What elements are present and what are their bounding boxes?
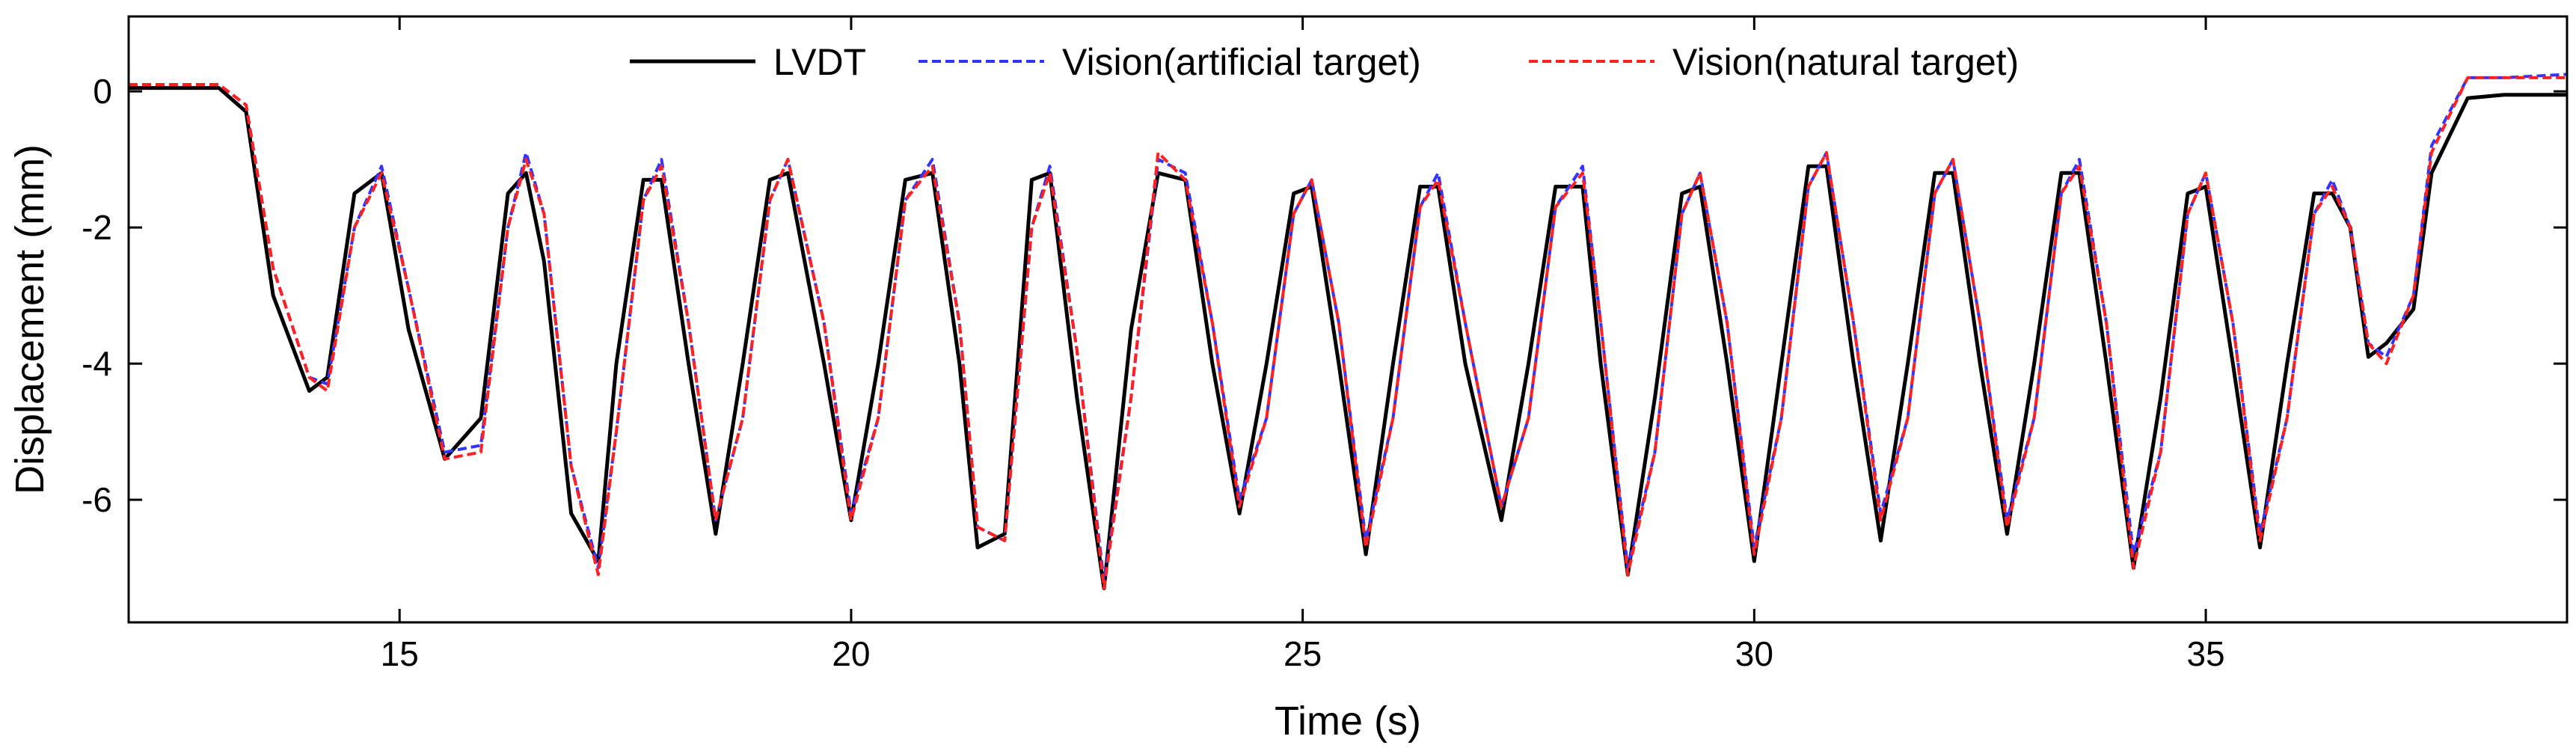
series-line-lvdt [129, 86, 2567, 590]
x-tick-label: 25 [1284, 634, 1322, 673]
series-line-vision-natural [129, 76, 2567, 590]
y-tick-label: -4 [82, 344, 112, 383]
series-layer [129, 73, 2568, 590]
x-axis: 15 20 25 30 35 [381, 16, 2225, 673]
x-tick-label: 30 [1735, 634, 1773, 673]
legend-label: LVDT [773, 41, 866, 83]
y-tick-label: -6 [82, 480, 112, 519]
y-tick-label: 0 [93, 72, 112, 111]
legend-label: Vision(natural target) [1672, 41, 2019, 83]
legend: LVDT Vision(artificial target) Vision(natu… [630, 41, 2019, 83]
y-axis-title: Displacement (mm) [7, 144, 52, 494]
plot-frame [127, 15, 2569, 624]
x-tick-label: 20 [832, 634, 870, 673]
x-tick-label: 35 [2186, 634, 2224, 673]
legend-label: Vision(artificial target) [1062, 41, 1421, 83]
x-tick-label: 15 [381, 634, 419, 673]
y-tick-label: -2 [82, 208, 112, 247]
x-axis-title: Time (s) [1275, 699, 1421, 744]
y-axis: 0 -2 -4 -6 [82, 72, 2567, 519]
series-line-vision-artificial [129, 73, 2568, 583]
